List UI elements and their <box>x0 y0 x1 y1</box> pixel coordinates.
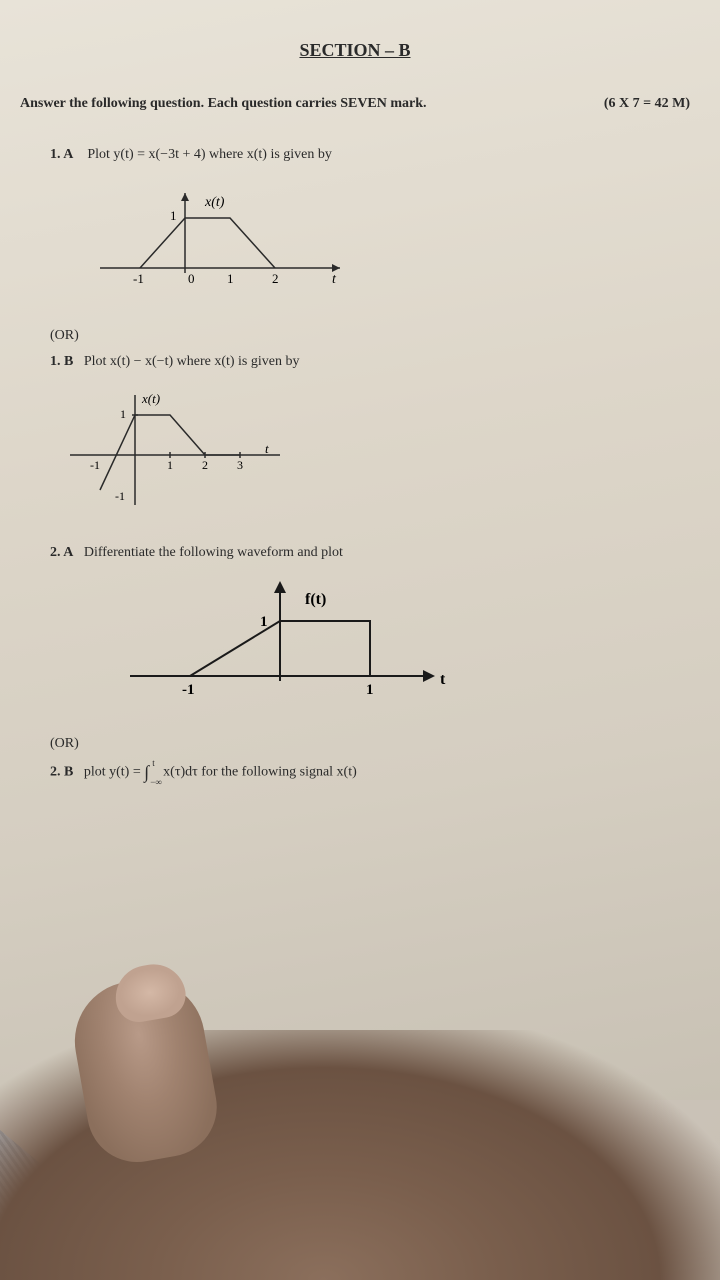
q1a-xtick-3: 2 <box>272 271 279 286</box>
q2b-text: 2. B plot y(t) = ∫ t −∞ x(τ)dτ for the f… <box>50 762 690 783</box>
q1b-ytick-1: -1 <box>115 489 125 503</box>
integral-symbol: ∫ <box>144 762 149 782</box>
q1a-chart: x(t) t 1 -1 0 1 2 <box>80 178 360 298</box>
instruction-text: Answer the following question. Each ques… <box>20 96 427 112</box>
q2a-label: 2. A <box>50 545 73 560</box>
q1a-label: 1. A <box>50 147 73 162</box>
q1b-diagram: x(t) t 1 -1 -1 1 2 3 <box>60 385 690 515</box>
q1b-xtick-1: 1 <box>167 458 173 472</box>
q1b-ylabel: x(t) <box>141 391 160 406</box>
q2a-text: 2. A Differentiate the following wavefor… <box>50 545 690 561</box>
instruction-row: Answer the following question. Each ques… <box>20 96 690 112</box>
q2a-chart: f(t) t 1 -1 1 <box>110 576 450 706</box>
q2b-suffix: x(τ)dτ for the following signal x(t) <box>163 765 357 780</box>
q2a-ylabel: f(t) <box>305 591 326 608</box>
q1a-xtick-0: -1 <box>133 271 144 286</box>
q1b-xtick-0: -1 <box>90 458 100 472</box>
q1a-xtick-1: 0 <box>188 271 195 286</box>
q1b-xtick-3: 3 <box>237 458 243 472</box>
q2b-label: 2. B <box>50 765 73 780</box>
question-1a: 1. A Plot y(t) = x(−3t + 4) where x(t) i… <box>50 147 690 298</box>
question-2b: 2. B plot y(t) = ∫ t −∞ x(τ)dτ for the f… <box>50 762 690 783</box>
q1a-xtick-2: 1 <box>227 271 234 286</box>
q1a-xlabel: t <box>332 272 337 287</box>
question-2a: 2. A Differentiate the following wavefor… <box>50 545 690 706</box>
q1a-body: Plot y(t) = x(−3t + 4) where x(t) is giv… <box>87 147 332 162</box>
q1a-text: 1. A Plot y(t) = x(−3t + 4) where x(t) i… <box>50 147 690 163</box>
section-title: SECTION – B <box>20 40 690 61</box>
marks-text: (6 X 7 = 42 M) <box>604 96 690 112</box>
q1b-label: 1. B <box>50 354 73 369</box>
or-2: (OR) <box>50 736 690 752</box>
q1a-diagram: x(t) t 1 -1 0 1 2 <box>80 178 690 298</box>
question-1b: 1. B Plot x(t) − x(−t) where x(t) is giv… <box>50 354 690 515</box>
q2a-xtick-0: -1 <box>182 682 195 698</box>
q1b-xtick-2: 2 <box>202 458 208 472</box>
q1b-chart: x(t) t 1 -1 -1 1 2 3 <box>60 385 300 515</box>
q2a-ytick-0: 1 <box>260 614 268 630</box>
or-1: (OR) <box>50 328 690 344</box>
integral-lower: −∞ <box>150 777 162 787</box>
q2a-diagram: f(t) t 1 -1 1 <box>110 576 690 706</box>
exam-paper: SECTION – B Answer the following questio… <box>0 0 720 1100</box>
q1b-text: 1. B Plot x(t) − x(−t) where x(t) is giv… <box>50 354 690 370</box>
integral-upper: t <box>152 758 155 768</box>
q1b-xlabel: t <box>265 441 269 456</box>
q2a-xlabel: t <box>440 671 446 688</box>
q1b-body: Plot x(t) − x(−t) where x(t) is given by <box>84 354 300 369</box>
q1b-ytick-0: 1 <box>120 407 126 421</box>
q2a-body: Differentiate the following waveform and… <box>84 545 343 560</box>
q1a-ylabel: x(t) <box>204 195 225 210</box>
q2a-xtick-1: 1 <box>366 682 374 698</box>
q1a-ytick-1: 1 <box>170 208 177 223</box>
q2b-prefix: plot y(t) = <box>84 765 144 780</box>
